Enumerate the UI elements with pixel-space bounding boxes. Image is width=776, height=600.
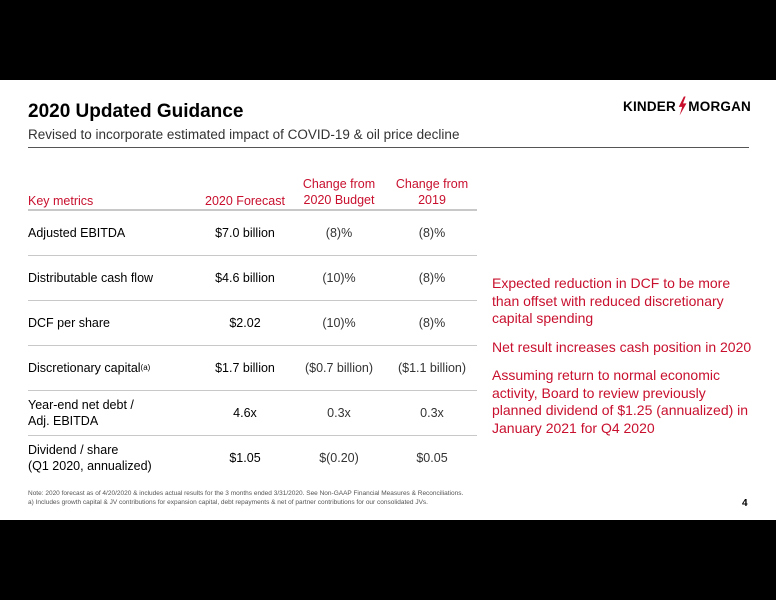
footnote-marker: (a) [140,363,151,372]
lightning-bolt-icon [678,96,687,116]
y2019-change-cell: (8)% [418,316,446,330]
footnote-line1: Note: 2020 forecast as of 4/20/2020 & in… [28,490,464,497]
y2019-change-cell: 0.3x [420,406,444,420]
metric-label-line2: Adj. EBITDA [28,414,99,428]
metric-cell: Year-end net debt / Adj. EBITDA [28,391,203,435]
metric-cell: DCF per share [28,301,203,345]
budget-change-cell: (8)% [325,226,353,240]
title-divider [28,147,749,148]
y2019-change-cell: ($1.1 billion) [397,361,467,375]
forecast-cell: $4.6 billion [215,271,275,285]
metric-cell: Discretionary capital (a) [28,346,203,390]
table-row: Adjusted EBITDA $7.0 billion (8)% (8)% [28,211,477,256]
footnote: Note: 2020 forecast as of 4/20/2020 & in… [28,489,463,507]
page-number: 4 [742,498,748,509]
metric-label: DCF per share [28,316,110,330]
y2019-change-cell: $0.05 [416,451,448,465]
column-header-forecast: 2020 Forecast [205,194,285,208]
table-row: Discretionary capital (a) $1.7 billion ($… [28,346,477,391]
column-header-2019-line2: 2019 [418,193,446,207]
budget-change-cell: (10)% [322,316,356,330]
commentary-item: Expected reduction in DCF to be more tha… [492,275,731,326]
slide: 2020 Updated Guidance Revised to incorpo… [0,80,776,520]
metric-label: Year-end net debt / [28,398,134,412]
page-subtitle: Revised to incorporate estimated impact … [28,127,460,142]
forecast-cell: 4.6x [233,406,257,420]
logo-text-right: MORGAN [688,98,751,114]
commentary-list: Expected reduction in DCF to be more tha… [492,275,757,448]
commentary-item: Net result increases cash position in 20… [492,338,752,355]
kinder-morgan-logo: KINDER MORGAN [623,95,751,117]
column-header-budget-line1: Change from [302,177,376,191]
column-header-2019: Change from 2019 [387,176,477,208]
metric-label: Adjusted EBITDA [28,226,126,240]
footnote-line2: a) Includes growth capital & JV contribu… [28,499,428,506]
commentary-item: Assuming return to normal economic activ… [492,367,749,436]
metric-label: Discretionary capital [28,361,141,375]
column-header-budget: Change from 2020 Budget [294,176,384,208]
forecast-cell: $2.02 [229,316,261,330]
table-row: Distributable cash flow $4.6 billion (10… [28,256,477,301]
metric-cell: Dividend / share (Q1 2020, annualized) [28,436,203,480]
table-row: Dividend / share (Q1 2020, annualized) $… [28,436,477,481]
column-header-metric: Key metrics [28,194,94,208]
forecast-cell: $1.7 billion [215,361,275,375]
metric-cell: Distributable cash flow [28,256,203,300]
table-row: DCF per share $2.02 (10)% (8)% [28,301,477,346]
logo-text-left: KINDER [623,98,676,114]
column-header-2019-line1: Change from [395,177,469,191]
table-row: Year-end net debt / Adj. EBITDA 4.6x 0.3… [28,391,477,436]
header-divider [28,209,477,211]
budget-change-cell: 0.3x [327,406,351,420]
page-title: 2020 Updated Guidance [28,101,244,122]
budget-change-cell: (10)% [322,271,356,285]
metric-label: Dividend / share [28,443,119,457]
metric-cell: Adjusted EBITDA [28,211,203,255]
metric-label: Distributable cash flow [28,271,154,285]
forecast-cell: $1.05 [229,451,261,465]
y2019-change-cell: (8)% [418,226,446,240]
metric-label-line2: (Q1 2020, annualized) [28,459,152,473]
budget-change-cell: $(0.20) [319,451,359,465]
y2019-change-cell: (8)% [418,271,446,285]
forecast-cell: $7.0 billion [215,226,275,240]
budget-change-cell: ($0.7 billion) [304,361,374,375]
column-header-budget-line2: 2020 Budget [303,193,375,207]
